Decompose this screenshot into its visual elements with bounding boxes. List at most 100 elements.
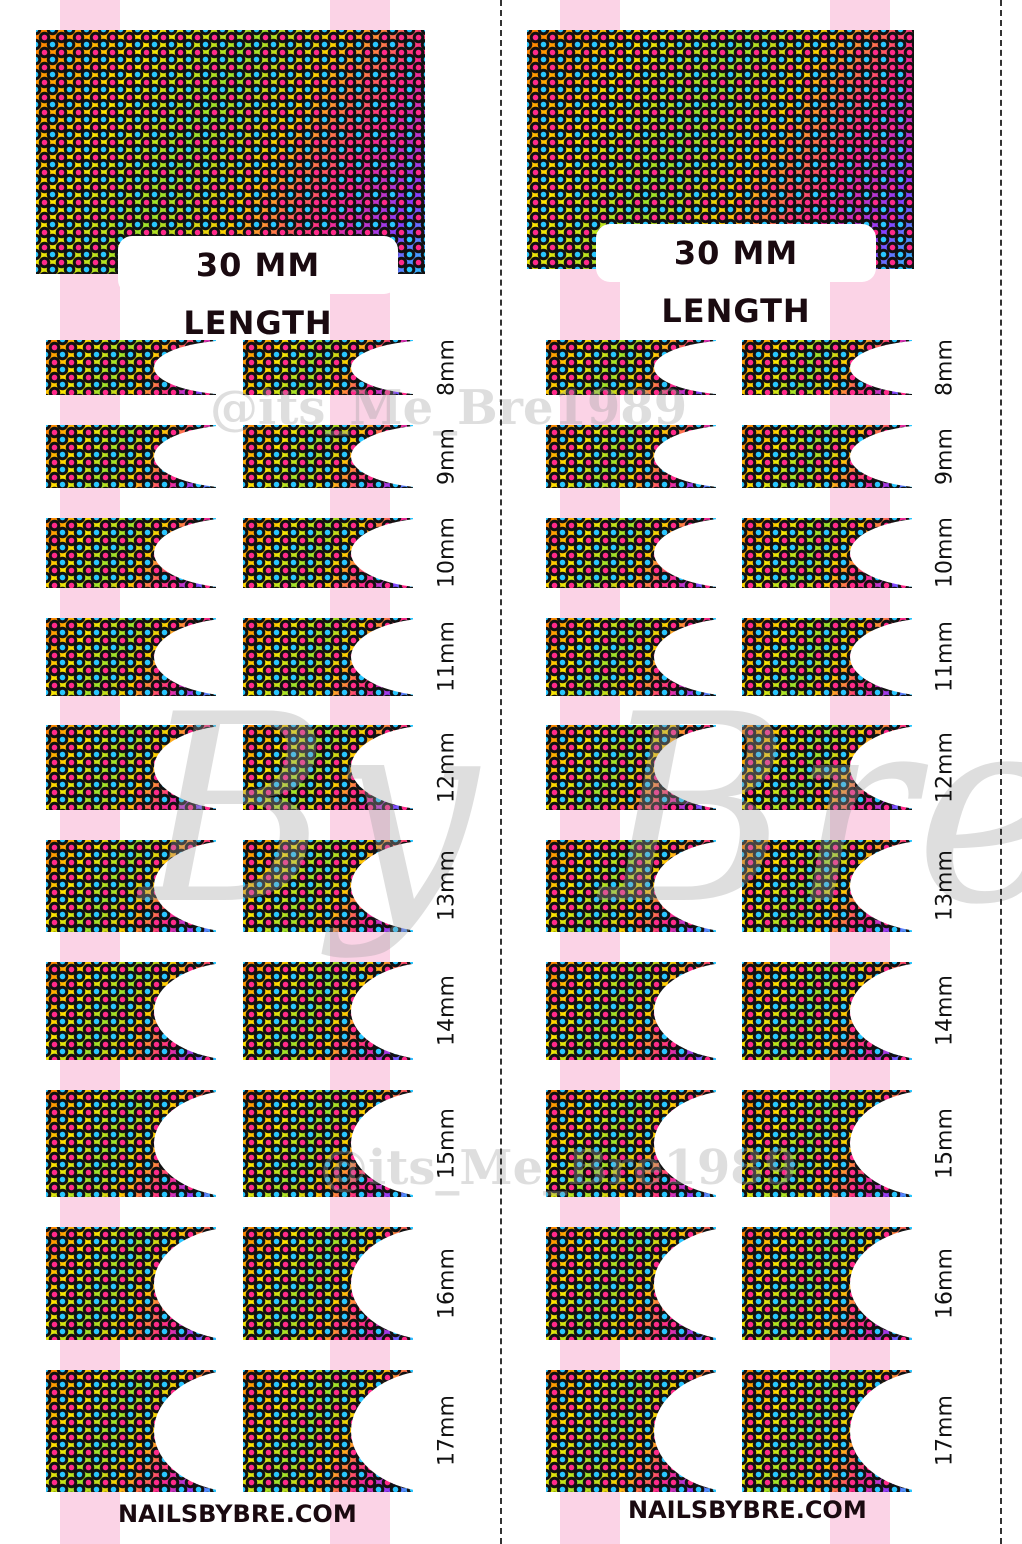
size-label: 15mm [932,1107,958,1179]
tip-cutout [654,1090,716,1197]
nail-decal-tile [742,425,912,488]
banner-label: 30 MM LENGTH [596,224,876,330]
tip-cutout [351,340,413,395]
nail-decal-tile [742,1090,912,1197]
size-label: 9mm [932,427,958,485]
cut-line [500,0,502,1544]
tip-cutout [850,840,912,932]
tip-cutout [850,962,912,1060]
tip-cutout [850,1227,912,1340]
tip-cutout [654,1370,716,1492]
nail-decal-tile [546,1370,716,1492]
nail-decal-tile [46,1370,216,1492]
size-label: 8mm [932,338,958,396]
size-label: 15mm [434,1107,460,1179]
tip-cutout [654,840,716,932]
tip-cutout [850,518,912,588]
tip-cutout [154,425,216,488]
tip-cutout [154,1370,216,1492]
nail-decal-tile [243,518,413,588]
nail-decal-tile [243,962,413,1060]
nail-decal-tile [546,425,716,488]
size-label: 13mm [434,850,460,921]
size-label: 11mm [434,621,460,692]
nail-decal-tile [243,1090,413,1197]
tip-cutout [351,840,413,932]
size-label: 12mm [932,731,958,803]
size-label: 10mm [932,517,958,588]
size-label: 13mm [932,850,958,921]
size-label: 8mm [434,338,460,396]
tip-cutout [154,725,216,810]
nail-decal-tile [243,425,413,488]
tip-cutout [654,1227,716,1340]
tip-cutout [351,1090,413,1197]
nail-decal-tile [46,962,216,1060]
nail-decal-tile [742,1370,912,1492]
tip-cutout [654,518,716,588]
nail-decal-tile [46,518,216,588]
tip-cutout [351,1370,413,1492]
tip-cutout [351,518,413,588]
size-label: 14mm [434,975,460,1046]
tip-cutout [351,962,413,1060]
tip-cutout [850,725,912,810]
nail-decal-tile [742,725,912,810]
tip-cutout [654,340,716,395]
nail-decal-tile [546,840,716,932]
banner-label: 30 MM LENGTH [118,236,398,342]
tip-cutout [154,518,216,588]
nail-decal-tile [742,1227,912,1340]
nail-decal-tile [46,1090,216,1197]
tip-cutout [850,425,912,488]
nail-decal-tile [46,340,216,395]
tip-cutout [351,425,413,488]
nail-decal-tile [546,340,716,395]
nail-decal-tile [46,725,216,810]
size-label: 17mm [932,1395,958,1466]
nail-decal-tile [243,725,413,810]
tip-cutout [850,618,912,696]
nail-decal-tile [546,618,716,696]
tip-cutout [351,618,413,696]
footer-url: NAILSBYBRE.COM [628,1496,867,1524]
size-label: 14mm [932,975,958,1046]
nail-decal-tile [243,618,413,696]
size-label: 9mm [434,427,460,485]
nail-decal-tile [742,840,912,932]
nail-decal-tile [742,518,912,588]
tip-cutout [351,725,413,810]
tip-cutout [654,425,716,488]
tip-cutout [850,1090,912,1197]
size-label: 10mm [434,517,460,588]
tip-cutout [654,962,716,1060]
cut-line [1000,0,1002,1544]
nail-decal-tile [546,962,716,1060]
tip-cutout [154,618,216,696]
size-label: 12mm [434,731,460,803]
pattern-banner [36,30,425,274]
footer-url: NAILSBYBRE.COM [118,1500,357,1528]
nail-decal-tile [46,618,216,696]
nail-decal-tile [243,1370,413,1492]
tip-cutout [850,1370,912,1492]
size-label: 16mm [434,1247,460,1319]
nail-decal-tile [546,1090,716,1197]
tip-cutout [154,962,216,1060]
tip-cutout [654,725,716,810]
nail-decal-tile [546,725,716,810]
tip-cutout [351,1227,413,1340]
size-label: 17mm [434,1395,460,1466]
nail-decal-tile [46,1227,216,1340]
nail-decal-tile [742,340,912,395]
tip-cutout [154,1227,216,1340]
tip-cutout [850,340,912,395]
nail-decal-tile [243,1227,413,1340]
nail-decal-tile [46,425,216,488]
nail-decal-tile [243,340,413,395]
nail-decal-tile [46,840,216,932]
tip-cutout [654,618,716,696]
nail-decal-tile [742,618,912,696]
size-label: 16mm [932,1247,958,1319]
tip-cutout [154,840,216,932]
